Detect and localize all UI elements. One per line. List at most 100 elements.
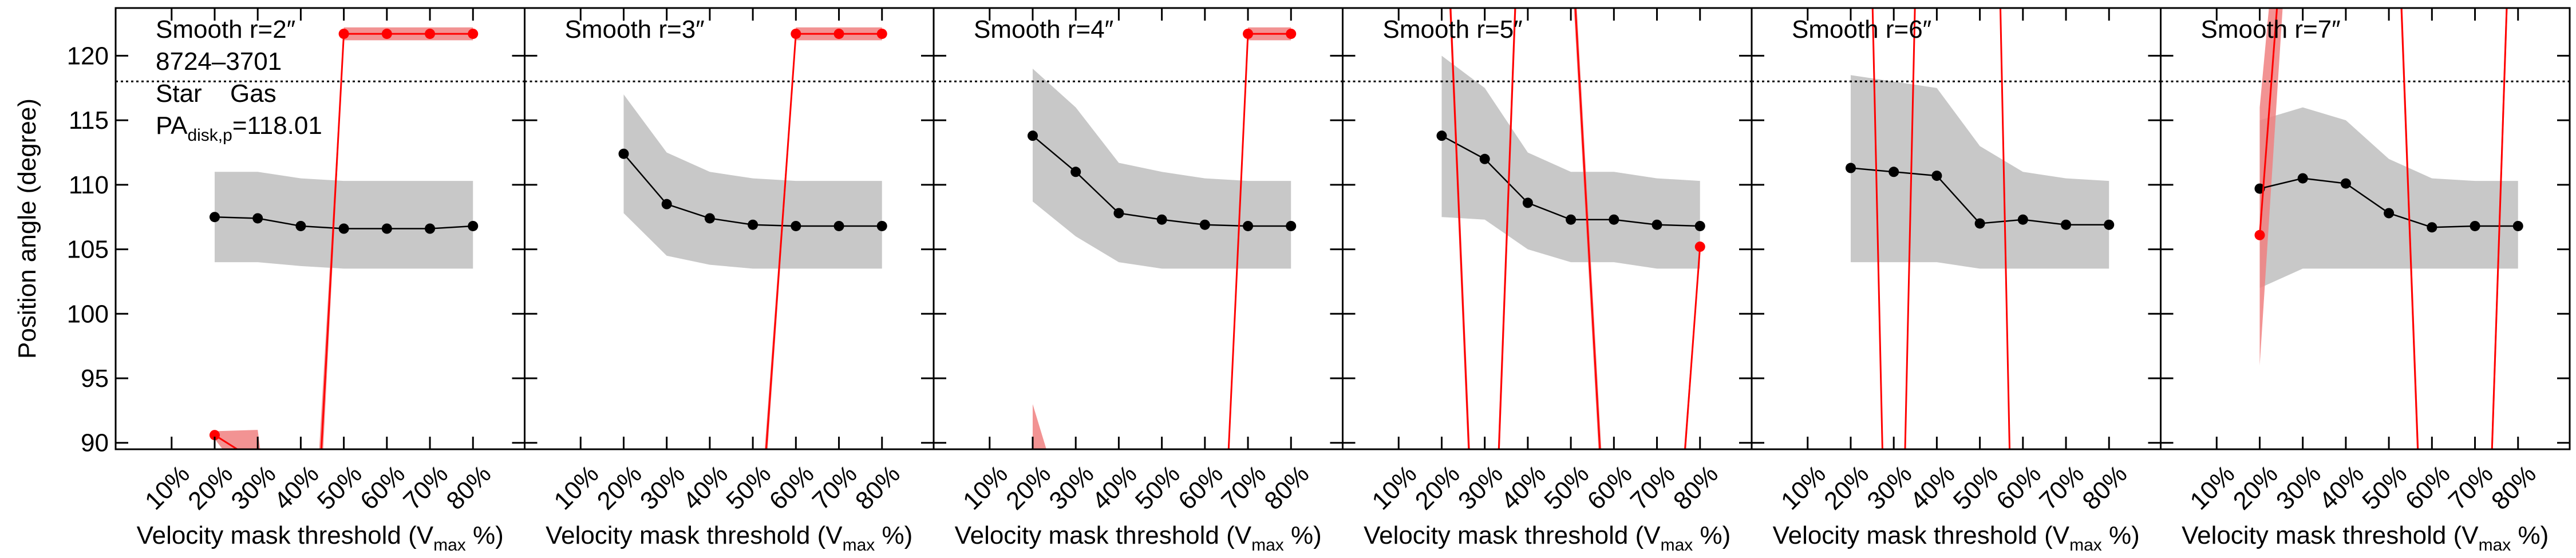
x-label-sub: max bbox=[1251, 536, 1284, 555]
data-point bbox=[1974, 218, 1985, 229]
data-point bbox=[1522, 197, 1533, 208]
plot-area bbox=[116, 27, 525, 449]
pa-annotation: PAdisk,p=118.01 bbox=[156, 112, 322, 145]
data-point bbox=[2470, 220, 2480, 231]
legend-entry: Star bbox=[156, 80, 202, 108]
data-point bbox=[1243, 220, 1254, 231]
legend-entry: Gas bbox=[230, 80, 276, 108]
x-label-text: Velocity mask threshold (V bbox=[137, 521, 434, 549]
data-point bbox=[1479, 153, 1490, 164]
x-label-tail: %) bbox=[1693, 521, 1730, 549]
x-axis-label: Velocity mask threshold (Vmax %) bbox=[546, 521, 912, 555]
panel-title: Smooth r=5″ bbox=[1383, 15, 1523, 43]
data-point bbox=[2340, 178, 2351, 189]
data-point bbox=[1070, 167, 1081, 177]
galaxy-id: 8724–3701 bbox=[156, 48, 282, 76]
panel-title: Smooth r=3″ bbox=[565, 15, 705, 43]
pa-label: PA bbox=[156, 112, 188, 140]
data-point bbox=[1888, 167, 1899, 177]
y-axis-label: Position angle (degree) bbox=[13, 98, 41, 359]
x-label-tail: %) bbox=[875, 521, 912, 549]
error-band bbox=[1441, 56, 1700, 269]
x-label-text: Velocity mask threshold (V bbox=[2182, 521, 2479, 549]
data-point bbox=[209, 430, 220, 441]
pa-eq: = bbox=[232, 112, 247, 140]
pa-value: 118.01 bbox=[247, 112, 322, 140]
data-point bbox=[876, 29, 887, 39]
data-point bbox=[1652, 219, 1662, 230]
data-point bbox=[748, 219, 758, 230]
data-point bbox=[295, 220, 306, 231]
y-tick-label: 115 bbox=[69, 106, 109, 134]
x-label-sub: max bbox=[2069, 536, 2102, 555]
x-label-text: Velocity mask threshold (V bbox=[1773, 521, 2070, 549]
panel-title: Smooth r=7″ bbox=[2201, 15, 2341, 43]
data-point bbox=[2254, 229, 2265, 240]
x-label-tail: %) bbox=[1284, 521, 1322, 549]
axes-frame bbox=[2160, 7, 2571, 450]
data-point bbox=[1156, 214, 1167, 225]
data-point bbox=[338, 29, 349, 39]
data-point bbox=[791, 29, 801, 39]
pa-sub: disk,p bbox=[187, 126, 232, 145]
data-point bbox=[425, 29, 436, 39]
data-point bbox=[1566, 214, 1577, 225]
x-label-sub: max bbox=[1661, 536, 1693, 555]
data-point bbox=[1027, 130, 1038, 141]
x-label-sub: max bbox=[2479, 536, 2511, 555]
data-point bbox=[209, 212, 220, 223]
y-tick-label: 105 bbox=[67, 236, 109, 264]
data-point bbox=[2512, 220, 2523, 231]
x-label-tail: %) bbox=[466, 521, 504, 549]
data-point bbox=[1113, 208, 1124, 219]
plot-area bbox=[934, 27, 1343, 449]
data-point bbox=[468, 220, 479, 231]
data-point bbox=[381, 223, 392, 234]
data-point bbox=[2104, 219, 2115, 230]
plot-area bbox=[1752, 8, 2161, 449]
data-point bbox=[1931, 171, 1942, 181]
data-point bbox=[1199, 219, 1210, 230]
x-axis-label: Velocity mask threshold (Vmax %) bbox=[1364, 521, 1730, 555]
data-point bbox=[468, 29, 479, 39]
data-point bbox=[876, 220, 887, 231]
data-point bbox=[618, 148, 629, 159]
data-point bbox=[1436, 130, 1447, 141]
error-band bbox=[1850, 75, 2109, 269]
x-label-text: Velocity mask threshold (V bbox=[955, 521, 1252, 549]
data-point bbox=[2297, 173, 2308, 184]
data-point bbox=[704, 213, 715, 224]
y-tick-label: 95 bbox=[81, 365, 109, 393]
data-point bbox=[1845, 163, 1856, 173]
error-band bbox=[1449, 8, 1700, 449]
data-point bbox=[1694, 220, 1705, 231]
panel-title: Smooth r=6″ bbox=[1792, 15, 1931, 43]
x-axis-label: Velocity mask threshold (Vmax %) bbox=[1773, 521, 2140, 555]
x-label-text: Velocity mask threshold (V bbox=[1364, 521, 1661, 549]
x-label-tail: %) bbox=[2102, 521, 2140, 549]
x-label-sub: max bbox=[433, 536, 466, 555]
x-label-text: Velocity mask threshold (V bbox=[546, 521, 843, 549]
x-axis-label: Velocity mask threshold (Vmax %) bbox=[137, 521, 504, 555]
data-point bbox=[833, 220, 844, 231]
error-band bbox=[1032, 68, 1291, 269]
error-band bbox=[2259, 107, 2518, 288]
plot-area bbox=[524, 27, 934, 449]
x-axis-label: Velocity mask threshold (Vmax %) bbox=[955, 521, 1322, 555]
data-point bbox=[252, 213, 263, 224]
data-point bbox=[1609, 214, 1619, 225]
data-point bbox=[425, 223, 436, 234]
data-point bbox=[338, 223, 349, 234]
data-point bbox=[1694, 242, 1705, 252]
x-label-sub: max bbox=[843, 536, 875, 555]
data-point bbox=[791, 220, 801, 231]
data-point bbox=[2061, 219, 2072, 230]
error-band bbox=[623, 94, 882, 269]
panel-title: Smooth r=4″ bbox=[974, 15, 1113, 43]
panel-title: Smooth r=2″ bbox=[156, 15, 295, 43]
data-point bbox=[1286, 220, 1297, 231]
plot-area bbox=[1342, 8, 1752, 449]
x-axis-label: Velocity mask threshold (Vmax %) bbox=[2182, 521, 2549, 555]
